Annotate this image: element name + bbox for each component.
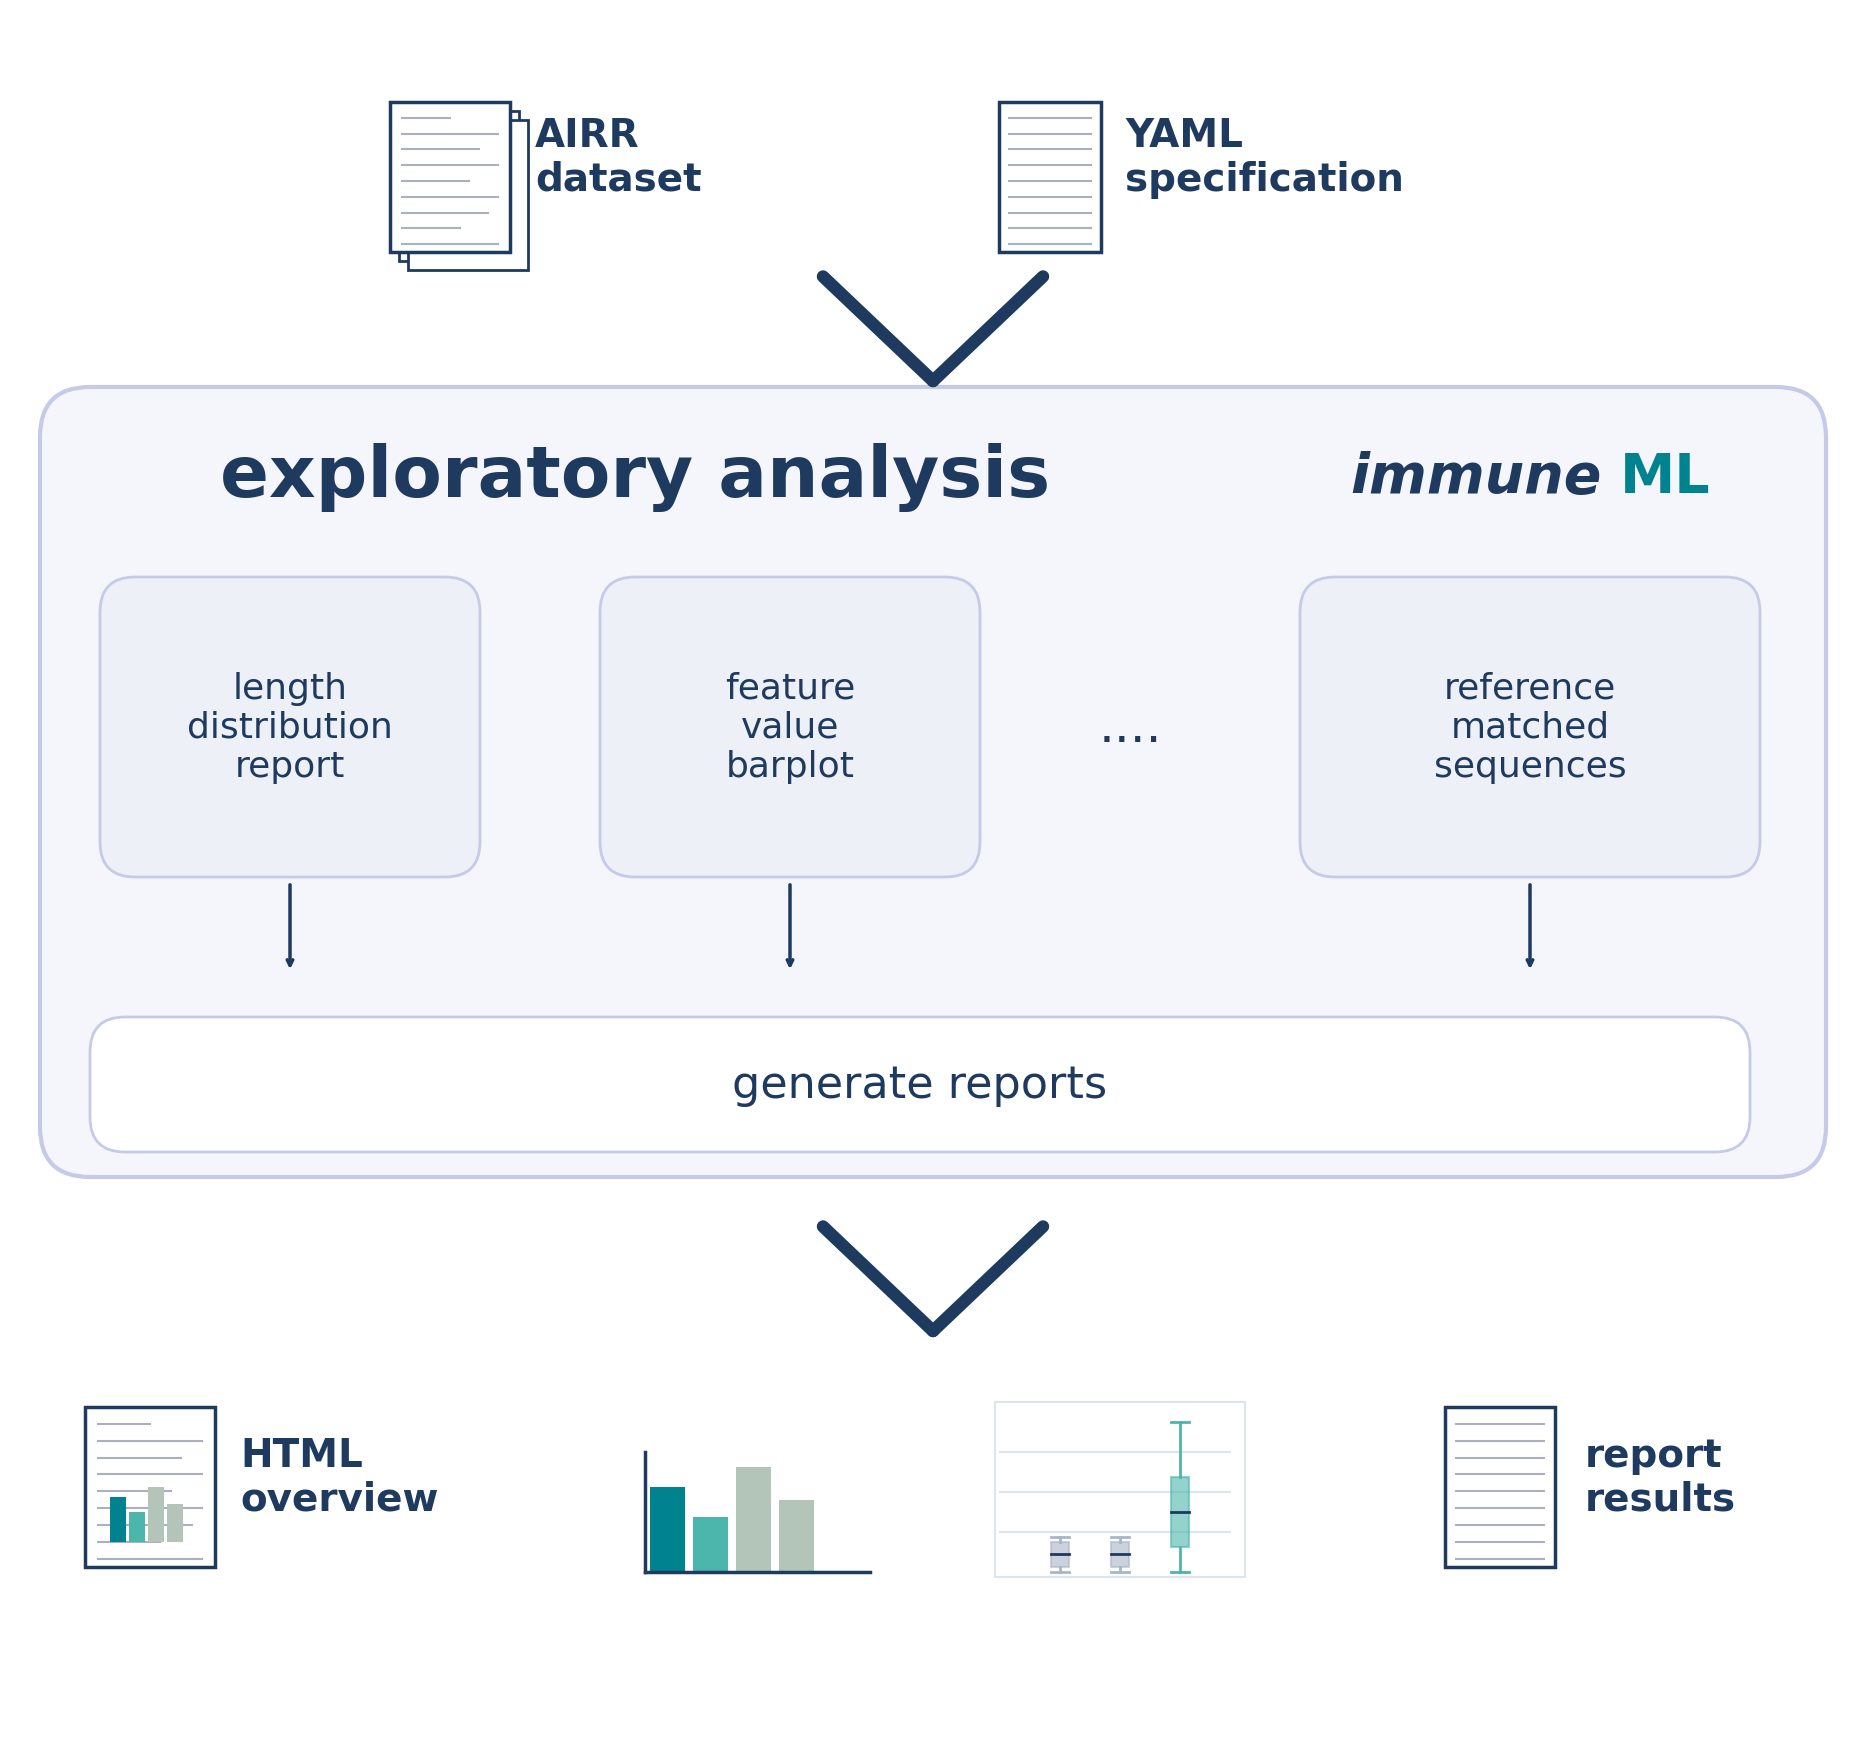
- Text: immune: immune: [1349, 452, 1601, 504]
- FancyBboxPatch shape: [601, 578, 980, 877]
- Text: ....: ....: [1099, 703, 1163, 752]
- FancyBboxPatch shape: [998, 104, 1101, 253]
- Bar: [1051, 1543, 1069, 1567]
- Bar: [166, 1504, 183, 1543]
- Bar: [129, 1513, 146, 1543]
- Text: report
results: report results: [1584, 1435, 1735, 1518]
- Bar: [110, 1497, 127, 1543]
- Text: exploratory analysis: exploratory analysis: [220, 443, 1051, 513]
- FancyBboxPatch shape: [1444, 1407, 1554, 1567]
- FancyBboxPatch shape: [1301, 578, 1760, 877]
- FancyBboxPatch shape: [101, 578, 480, 877]
- Text: reference
matched
sequences: reference matched sequences: [1433, 671, 1627, 784]
- FancyBboxPatch shape: [390, 104, 509, 253]
- Bar: [995, 1402, 1245, 1578]
- Text: ML: ML: [1620, 452, 1711, 504]
- Bar: [778, 1500, 814, 1573]
- Bar: [1110, 1543, 1129, 1567]
- FancyBboxPatch shape: [86, 1407, 215, 1567]
- Text: length
distribution
report: length distribution report: [187, 671, 394, 784]
- Text: HTML
overview: HTML overview: [241, 1435, 439, 1518]
- Bar: [147, 1486, 164, 1543]
- FancyBboxPatch shape: [90, 1017, 1750, 1153]
- Bar: [692, 1516, 728, 1573]
- Bar: [1172, 1478, 1189, 1548]
- Text: generate reports: generate reports: [733, 1063, 1108, 1107]
- FancyBboxPatch shape: [409, 121, 528, 271]
- Bar: [735, 1467, 771, 1573]
- FancyBboxPatch shape: [399, 112, 519, 262]
- FancyBboxPatch shape: [39, 388, 1827, 1177]
- Bar: [649, 1486, 685, 1573]
- Text: feature
value
barplot: feature value barplot: [724, 671, 855, 784]
- Text: YAML
specification: YAML specification: [1125, 118, 1403, 199]
- Text: AIRR
dataset: AIRR dataset: [536, 118, 702, 199]
